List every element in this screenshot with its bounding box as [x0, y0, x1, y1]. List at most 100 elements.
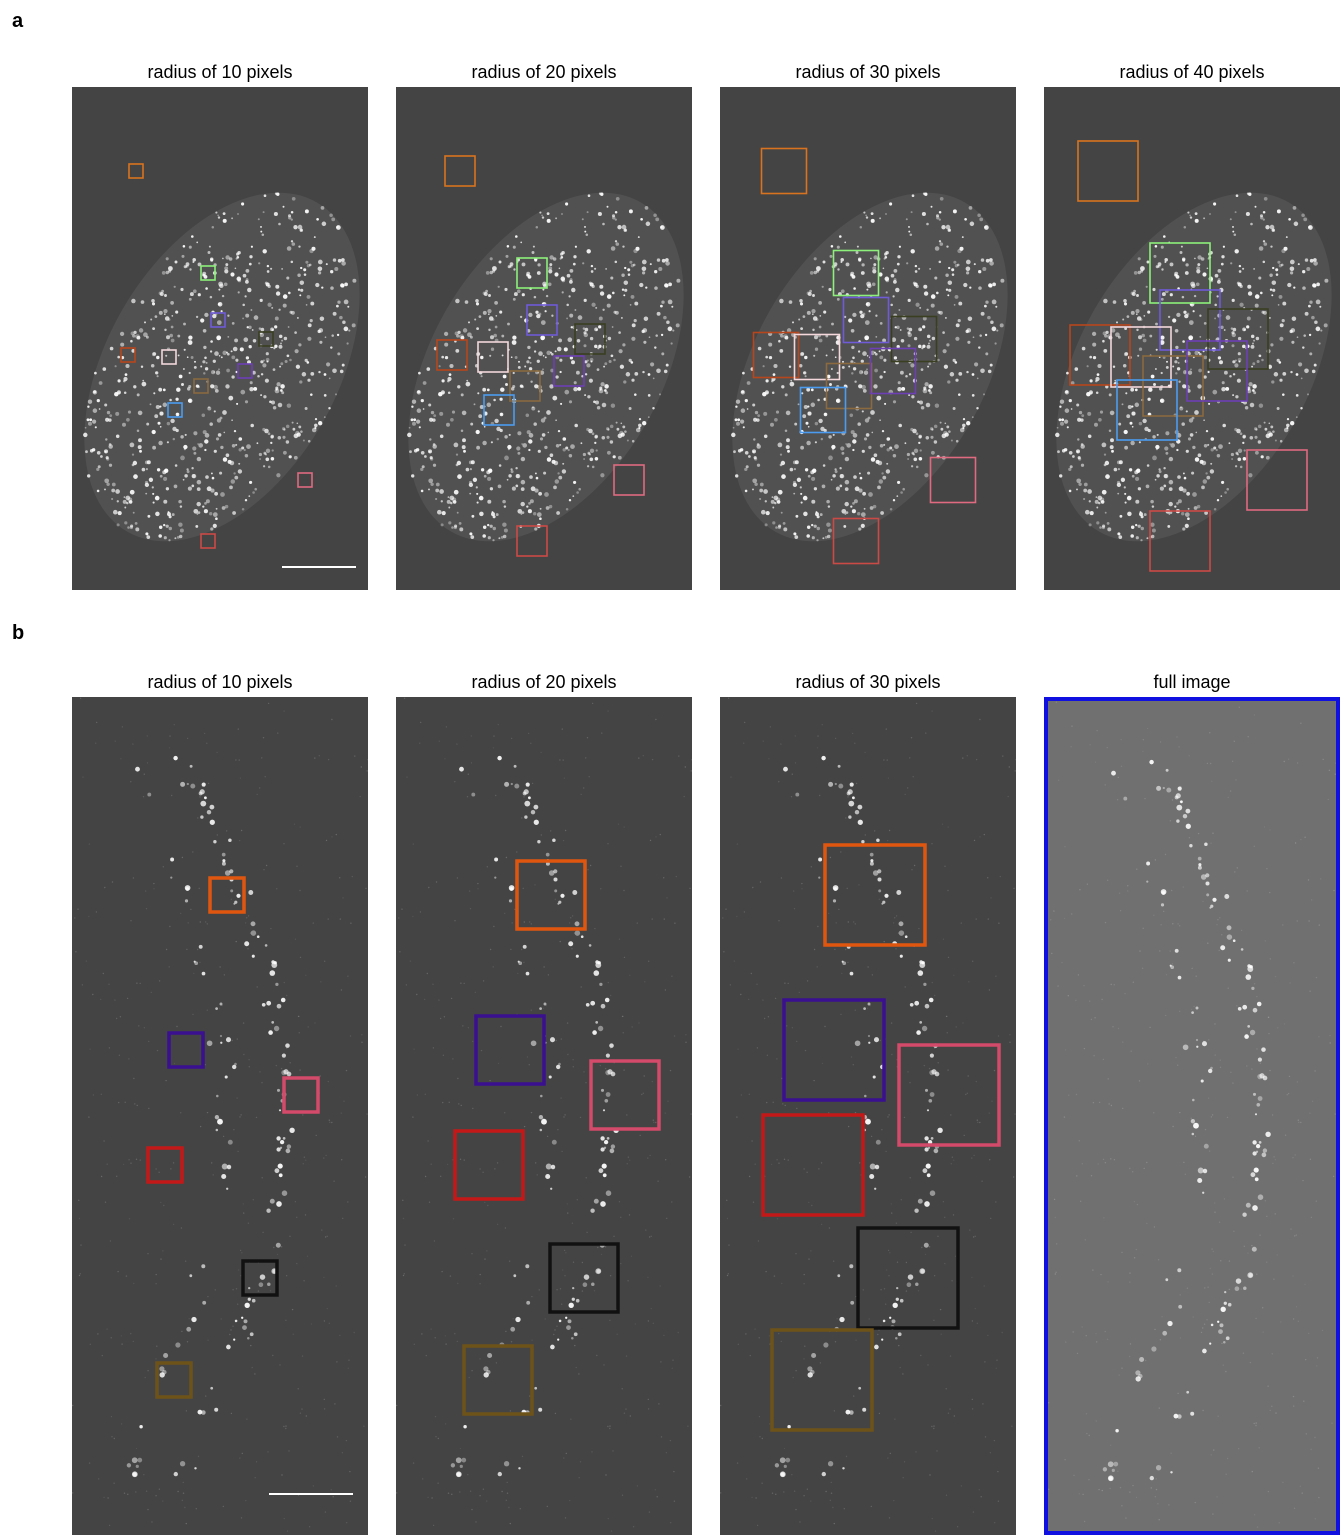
fluorescent-spot	[560, 402, 563, 405]
fluorescent-spot	[162, 866, 164, 868]
fluorescent-spot	[743, 911, 746, 913]
fluorescent-spot	[1133, 271, 1138, 275]
fluorescent-spot	[1211, 780, 1213, 783]
fluorescent-spot	[609, 1427, 611, 1430]
fluorescent-spot	[175, 1342, 181, 1348]
fluorescent-spot	[130, 1333, 132, 1335]
roi-box	[193, 378, 209, 394]
fluorescent-spot	[567, 1212, 569, 1214]
fluorescent-spot	[553, 485, 557, 490]
fluorescent-spot	[1210, 762, 1212, 765]
fluorescent-spot	[197, 1455, 200, 1458]
fluorescent-spot	[1310, 1448, 1312, 1451]
fluorescent-spot	[834, 470, 838, 474]
roi-box	[297, 472, 313, 488]
fluorescent-spot	[807, 405, 810, 408]
fluorescent-spot	[1050, 919, 1052, 921]
fluorescent-spot	[985, 300, 989, 304]
fluorescent-spot	[595, 1268, 602, 1275]
fluorescent-spot	[667, 299, 673, 305]
fluorescent-spot	[1296, 920, 1298, 922]
fluorescent-spot	[1293, 286, 1296, 289]
fluorescent-spot	[336, 225, 341, 230]
fluorescent-spot	[1161, 292, 1166, 297]
fluorescent-spot	[100, 1093, 102, 1095]
fluorescent-spot	[973, 1154, 975, 1157]
fluorescent-spot	[78, 1217, 81, 1220]
fluorescent-spot	[558, 900, 562, 904]
fluorescent-spot	[1284, 1134, 1287, 1136]
fluorescent-spot	[1271, 1353, 1273, 1355]
fluorescent-spot	[442, 1054, 445, 1056]
fluorescent-spot	[150, 364, 155, 368]
fluorescent-spot	[297, 224, 303, 230]
fluorescent-spot	[89, 418, 93, 422]
fluorescent-spot	[566, 1203, 568, 1205]
fluorescent-spot	[1059, 399, 1065, 404]
fluorescent-spot	[451, 1493, 453, 1495]
fluorescent-spot	[1087, 489, 1092, 494]
fluorescent-spot	[865, 433, 870, 437]
fluorescent-spot	[926, 334, 931, 339]
fluorescent-spot	[1160, 903, 1165, 907]
fluorescent-spot	[244, 1302, 250, 1308]
fluorescent-spot	[1078, 1140, 1080, 1142]
fluorescent-spot	[566, 1325, 571, 1330]
fluorescent-spot	[906, 452, 911, 457]
fluorescent-spot	[145, 908, 148, 910]
fluorescent-spot	[1103, 1217, 1105, 1219]
fluorescent-spot	[490, 441, 493, 444]
fluorescent-spot	[563, 1249, 566, 1252]
fluorescent-spot	[341, 1452, 344, 1454]
fluorescent-spot	[1105, 330, 1109, 334]
roi-box	[474, 1014, 546, 1086]
fluorescent-spot	[897, 255, 901, 259]
fluorescent-spot	[864, 336, 868, 341]
fluorescent-spot	[649, 263, 652, 266]
fluorescent-spot	[885, 728, 887, 730]
fluorescent-spot	[945, 224, 951, 230]
fluorescent-spot	[830, 478, 833, 481]
fluorescent-spot	[1154, 368, 1157, 370]
fluorescent-spot	[243, 1319, 248, 1324]
fluorescent-spot	[238, 839, 241, 842]
fluorescent-spot	[318, 755, 320, 757]
fluorescent-spot	[607, 843, 609, 845]
fluorescent-spot	[482, 310, 487, 315]
fluorescent-spot	[773, 1275, 776, 1277]
fluorescent-spot	[1194, 212, 1198, 216]
fluorescent-spot	[1166, 787, 1172, 793]
fluorescent-spot	[1100, 500, 1105, 504]
fluorescent-spot	[517, 431, 522, 436]
fluorescent-spot	[913, 864, 916, 867]
fluorescent-spot	[684, 766, 686, 768]
fluorescent-spot	[200, 365, 203, 368]
fluorescent-spot	[1253, 1167, 1259, 1173]
fluorescent-spot	[853, 921, 855, 923]
fluorescent-spot	[257, 374, 260, 378]
fluorescent-spot	[950, 1114, 952, 1116]
fluorescent-spot	[732, 426, 735, 429]
fluorescent-spot	[1197, 263, 1201, 267]
fluorescent-spot	[929, 1069, 935, 1076]
fluorescent-spot	[555, 217, 558, 220]
fluorescent-spot	[103, 1140, 105, 1142]
fluorescent-spot	[1123, 486, 1126, 489]
fluorescent-spot	[893, 1499, 895, 1502]
fluorescent-spot	[909, 757, 911, 759]
fluorescent-spot	[597, 1025, 604, 1032]
fluorescent-spot	[795, 1370, 797, 1372]
fluorescent-spot	[1203, 355, 1208, 360]
fluorescent-spot	[252, 491, 255, 494]
fluorescent-spot	[218, 355, 221, 357]
fluorescent-spot	[233, 1129, 235, 1131]
fluorescent-spot	[411, 474, 415, 478]
fluorescent-spot	[263, 869, 265, 871]
fluorescent-spot	[1263, 421, 1266, 424]
fluorescent-spot	[607, 428, 610, 431]
fluorescent-spot	[487, 523, 490, 527]
fluorescent-spot	[1307, 879, 1310, 881]
fluorescent-spot	[1292, 1275, 1294, 1277]
fluorescent-spot	[535, 310, 539, 314]
fluorescent-spot	[170, 338, 175, 343]
